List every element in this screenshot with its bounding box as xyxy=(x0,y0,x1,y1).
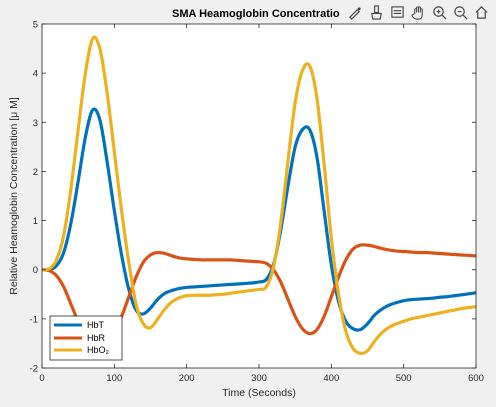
chart-title: SMA Heamoglobin Concentratio xyxy=(172,8,340,20)
y-tick-label: 1 xyxy=(33,216,38,227)
data-tips-icon[interactable] xyxy=(388,3,406,21)
x-tick-label: 0 xyxy=(39,373,44,384)
y-tick-label: 5 xyxy=(33,20,38,31)
edit-plot-icon[interactable] xyxy=(346,3,364,21)
y-tick-label: 3 xyxy=(33,118,38,129)
zoom-in-icon[interactable] xyxy=(430,3,448,21)
x-tick-label: 100 xyxy=(106,373,122,384)
home-icon[interactable] xyxy=(472,3,490,21)
x-tick-label: 600 xyxy=(468,373,484,384)
x-tick-label: 400 xyxy=(323,373,339,384)
legend-label-hbt: HbT xyxy=(87,320,105,330)
y-tick-label: 2 xyxy=(33,167,38,178)
brush-icon[interactable] xyxy=(367,3,385,21)
x-tick-label: 500 xyxy=(396,373,412,384)
x-tick-label: 200 xyxy=(179,373,195,384)
legend-label-hbo2: HbO₂ xyxy=(87,345,110,355)
legend-label-hbr: HbR xyxy=(87,333,106,343)
x-axis-label: Time (Seconds) xyxy=(222,387,296,399)
axes-toolbar xyxy=(346,2,490,22)
y-tick-label: -2 xyxy=(30,364,38,375)
zoom-out-icon[interactable] xyxy=(451,3,469,21)
legend[interactable]: HbT HbR HbO₂ xyxy=(50,316,122,360)
y-axis-label: Relative Heamoglobin Concentration [μ M] xyxy=(8,97,20,295)
y-tick-label: 4 xyxy=(33,69,38,80)
y-tick-label: 0 xyxy=(33,265,38,276)
pan-icon[interactable] xyxy=(409,3,427,21)
y-tick-label: -1 xyxy=(30,314,38,325)
x-tick-label: 300 xyxy=(251,373,267,384)
